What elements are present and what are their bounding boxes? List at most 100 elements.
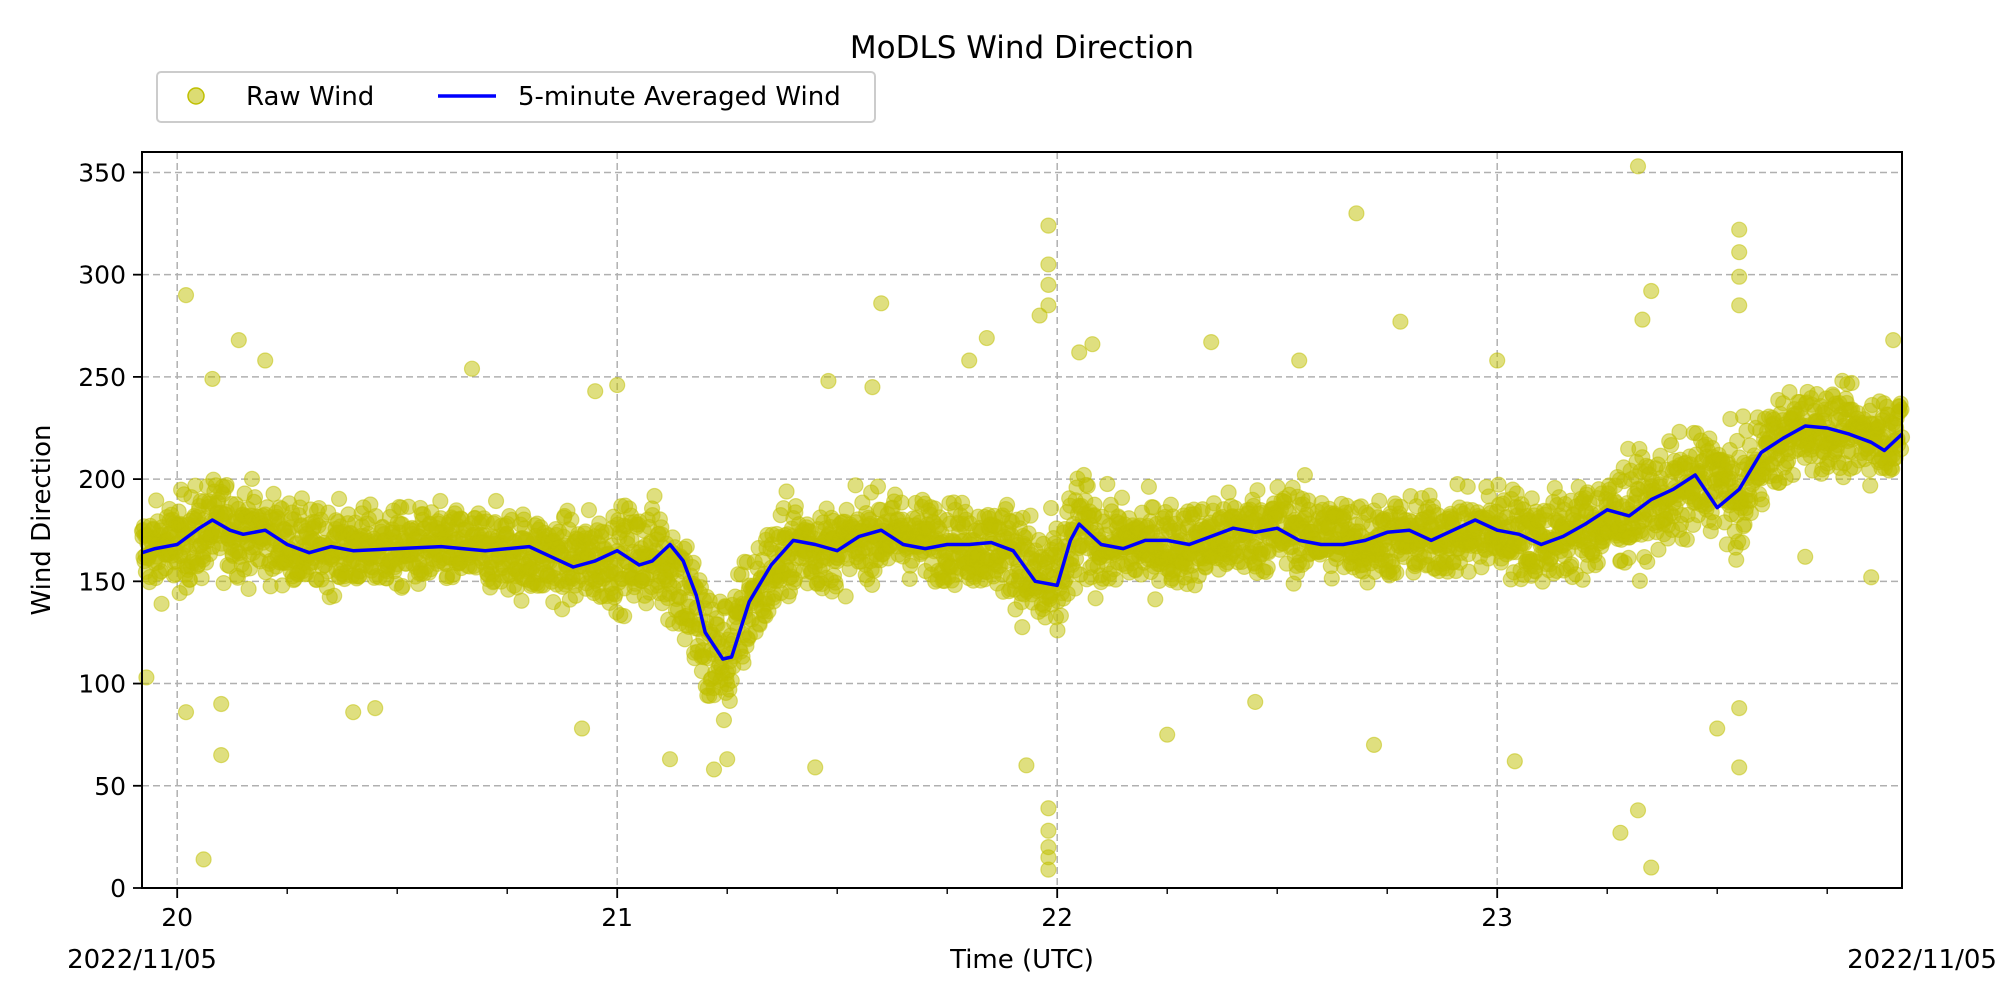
raw-wind-point: [193, 570, 210, 587]
raw-wind-point: [1734, 408, 1752, 425]
raw-wind-outlier: [230, 331, 247, 349]
raw-wind-point: [616, 608, 633, 625]
y-tick-label: 0: [110, 874, 126, 903]
raw-wind-point: [838, 501, 855, 519]
raw-wind-point: [1107, 571, 1124, 588]
raw-wind-outlier: [573, 720, 591, 737]
raw-wind-point: [1631, 572, 1648, 589]
raw-wind-point: [715, 711, 733, 729]
x-tick-label: 21: [601, 903, 633, 932]
raw-wind-outlier: [807, 759, 824, 776]
raw-wind-point: [1371, 492, 1388, 509]
raw-wind-point: [847, 477, 864, 494]
raw-wind-point: [487, 492, 505, 510]
raw-wind-point: [1620, 549, 1637, 566]
raw-wind-outlier: [1863, 569, 1880, 586]
raw-wind-outlier: [1629, 802, 1647, 819]
raw-wind-point: [998, 496, 1016, 513]
raw-wind-point: [394, 577, 411, 595]
legend-raw-wind-label: Raw Wind: [246, 82, 374, 112]
y-axis-label: Wind Direction: [27, 424, 57, 615]
raw-wind-outlier: [177, 704, 195, 721]
raw-wind-point: [1087, 590, 1104, 607]
y-tick-label: 150: [78, 567, 126, 596]
legend-avg-wind-label: 5-minute Averaged Wind: [518, 82, 841, 112]
raw-wind-outlier: [463, 360, 481, 377]
raw-wind-outlier: [213, 695, 230, 713]
raw-wind-point: [580, 502, 598, 519]
raw-wind-outlier: [1348, 205, 1365, 222]
raw-wind-outlier: [1040, 276, 1057, 293]
raw-wind-point: [1678, 531, 1695, 548]
raw-wind-outlier: [705, 761, 723, 778]
raw-wind-outlier: [1506, 753, 1523, 770]
raw-wind-point: [1728, 551, 1745, 568]
raw-wind-outlier: [1040, 217, 1057, 234]
raw-wind-outlier: [1797, 548, 1814, 565]
raw-wind-point: [735, 654, 752, 671]
y-tick-label: 100: [78, 670, 126, 699]
raw-wind-outlier: [1071, 344, 1088, 361]
legend-raw-wind-marker: [187, 87, 205, 105]
plot-data: [133, 158, 1911, 878]
raw-wind-point: [218, 477, 235, 494]
raw-wind-outlier: [1203, 334, 1220, 351]
raw-wind-point: [1784, 466, 1802, 483]
raw-wind-outlier: [1018, 757, 1035, 774]
raw-wind-point: [1663, 436, 1680, 454]
raw-wind-outlier: [1731, 221, 1748, 238]
raw-wind-outlier: [719, 751, 736, 768]
raw-wind-outlier: [1643, 859, 1660, 876]
raw-wind-point: [1323, 570, 1340, 587]
raw-wind-point: [265, 485, 282, 502]
raw-wind-outlier: [1731, 297, 1748, 314]
raw-wind-outlier: [1489, 352, 1506, 369]
raw-wind-point: [1388, 564, 1405, 581]
raw-wind-point: [1639, 553, 1656, 570]
raw-wind-point: [864, 576, 881, 594]
raw-wind-point: [837, 588, 854, 605]
raw-wind-outlier: [978, 329, 995, 347]
raw-wind-outlier: [820, 372, 837, 390]
raw-wind-point: [563, 511, 580, 528]
raw-wind-outlier: [1291, 352, 1308, 369]
raw-wind-outlier: [661, 751, 679, 768]
raw-wind-outlier: [587, 383, 604, 400]
raw-wind-outlier: [1392, 313, 1409, 330]
raw-wind-point: [778, 483, 795, 500]
raw-wind-outlier: [345, 704, 362, 721]
raw-wind-point: [330, 490, 348, 507]
raw-wind-point: [1249, 482, 1266, 499]
raw-wind-outlier: [1634, 311, 1651, 328]
raw-wind-point: [148, 492, 165, 509]
raw-wind-outlier: [873, 295, 890, 312]
raw-wind-point: [787, 498, 804, 515]
raw-wind-outlier: [213, 747, 230, 764]
y-tick-label: 300: [78, 261, 126, 290]
raw-wind-point: [869, 478, 887, 495]
raw-wind-outlier: [177, 287, 195, 304]
raw-wind-point: [215, 574, 232, 592]
raw-wind-point: [1490, 476, 1507, 493]
date-label-end: 2022/11/05: [1847, 945, 1997, 975]
raw-wind-point: [1459, 478, 1476, 495]
raw-wind-point: [1843, 374, 1860, 392]
raw-wind-outlier: [204, 370, 221, 388]
raw-wind-outlier: [961, 352, 978, 369]
raw-wind-outlier: [1629, 158, 1647, 175]
raw-wind-point: [1140, 478, 1158, 495]
y-tick-label: 250: [78, 363, 126, 392]
raw-wind-point: [1113, 489, 1131, 506]
raw-wind-outlier: [1731, 268, 1748, 285]
raw-wind-point: [893, 494, 910, 511]
raw-wind-outlier: [1731, 759, 1748, 776]
raw-wind-point: [1589, 554, 1606, 571]
raw-wind-point: [721, 692, 738, 710]
raw-wind-point: [1259, 559, 1276, 576]
raw-wind-outlier: [1040, 822, 1057, 839]
raw-wind-point: [1022, 507, 1039, 524]
raw-wind-point: [1754, 496, 1771, 513]
raw-wind-outlier: [1612, 824, 1629, 841]
raw-wind-outlier: [1159, 726, 1176, 743]
raw-wind-point: [1220, 484, 1237, 501]
